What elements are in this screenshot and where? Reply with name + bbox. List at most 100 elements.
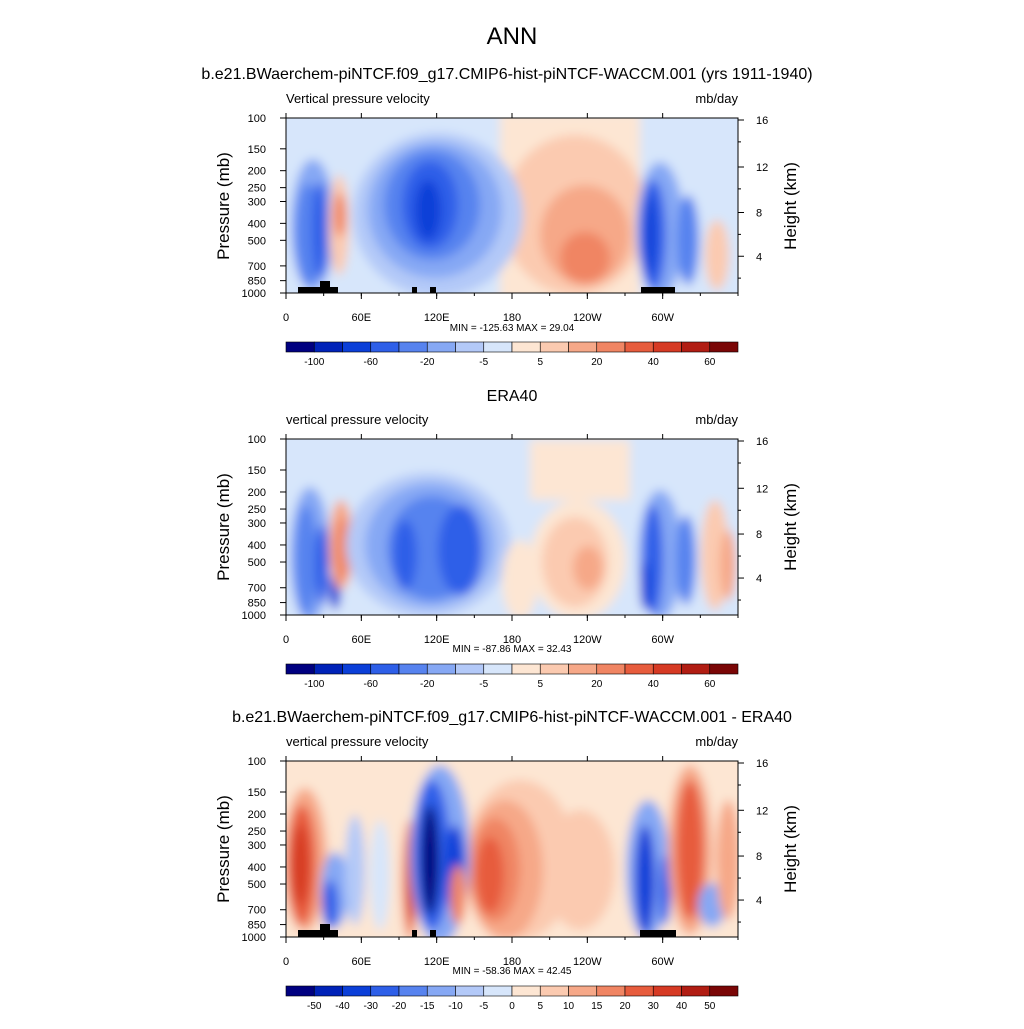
panel-model: b.e21.BWaerchem-piNTCF.f09_g17.CMIP6-his… — [201, 66, 812, 368]
colorbar-swatch — [652, 341, 682, 353]
y-tick-label: 1000 — [242, 610, 266, 622]
colorbar-swatch — [511, 341, 541, 353]
colorbar-swatch — [455, 663, 485, 675]
colorbar-swatch — [624, 663, 654, 675]
y-tick-label: 850 — [248, 598, 266, 610]
colorbar-swatch — [342, 341, 372, 353]
x-tick-label: 0 — [283, 634, 289, 646]
colorbar-swatch — [624, 985, 654, 997]
y-right-tick-label: 16 — [756, 115, 768, 127]
y-axis-height: 16 12 8 4 — [738, 436, 768, 601]
colorbar-swatch — [370, 663, 400, 675]
y-tick-label: 400 — [248, 540, 266, 552]
colorbar-swatch — [426, 663, 456, 675]
y-axis-right-label: Height (km) — [781, 162, 800, 250]
colorbar-label: -10 — [448, 1001, 463, 1012]
x-tick-label: 60E — [352, 634, 372, 646]
y-tick-label: 850 — [248, 276, 266, 288]
colorbar-swatch — [596, 985, 626, 997]
y-tick-label: 100 — [248, 113, 266, 125]
x-tick-label: 120W — [573, 312, 602, 324]
y-tick-label: 300 — [248, 518, 266, 530]
colorbar-swatch — [709, 341, 739, 353]
y-axis-label: Pressure (mb) — [214, 473, 233, 581]
colorbar-swatch — [285, 985, 315, 997]
colorbar: -100 -60 -20 -5 5 20 40 60 — [285, 341, 739, 368]
panel-era40: ERA40 vertical pressure velocity mb/day — [214, 388, 800, 690]
panel-left-label: Vertical pressure velocity — [286, 91, 430, 106]
y-tick-label: 150 — [248, 144, 266, 156]
y-axis-right-label: Height (km) — [781, 483, 800, 571]
x-tick-label: 60W — [651, 634, 674, 646]
y-tick-label: 250 — [248, 183, 266, 195]
x-tick-label: 120E — [424, 956, 450, 968]
colorbar-swatch — [370, 341, 400, 353]
colorbar-swatch — [398, 341, 428, 353]
figure-title: ANN — [487, 23, 538, 50]
y-tick-label: 200 — [248, 166, 266, 178]
panel-units-label: mb/day — [695, 91, 738, 106]
colorbar-label: -5 — [479, 1001, 488, 1012]
colorbar-swatch — [313, 663, 343, 675]
colorbar-swatch — [568, 663, 598, 675]
y-tick-label: 100 — [248, 756, 266, 768]
x-axis: 0 60E 120E 180 120W 60W — [283, 756, 739, 968]
colorbar-swatch — [539, 341, 569, 353]
colorbar: -100 -60 -20 -5 5 20 40 60 — [285, 663, 739, 690]
colorbar-swatch — [539, 985, 569, 997]
colorbar-swatch — [285, 341, 315, 353]
colorbar-swatch — [596, 341, 626, 353]
colorbar-label: -5 — [479, 357, 488, 368]
x-tick-label: 180 — [503, 312, 521, 324]
y-right-tick-label: 4 — [756, 895, 762, 907]
colorbar-swatch — [511, 663, 541, 675]
y-tick-label: 700 — [248, 905, 266, 917]
colorbar-swatch — [539, 663, 569, 675]
colorbar-swatch — [681, 341, 711, 353]
y-tick-label: 1000 — [242, 288, 266, 300]
y-axis-right-label: Height (km) — [781, 805, 800, 893]
y-tick-label: 400 — [248, 862, 266, 874]
y-axis-label: Pressure (mb) — [214, 152, 233, 260]
contour-field — [286, 761, 738, 937]
min-max-stats: MIN = -58.36 MAX = 42.45 — [453, 966, 572, 977]
y-tick-label: 250 — [248, 504, 266, 516]
colorbar-swatch — [342, 663, 372, 675]
colorbar-swatch — [398, 985, 428, 997]
y-tick-label: 850 — [248, 920, 266, 932]
colorbar-label: -5 — [479, 679, 488, 690]
colorbar-label: 40 — [648, 357, 660, 368]
colorbar-swatch — [624, 341, 654, 353]
colorbar-swatch — [455, 985, 485, 997]
y-tick-label: 200 — [248, 487, 266, 499]
y-tick-label: 150 — [248, 787, 266, 799]
y-tick-label: 500 — [248, 235, 266, 247]
panel-difference: b.e21.BWaerchem-piNTCF.f09_g17.CMIP6-his… — [214, 709, 800, 1012]
y-right-tick-label: 12 — [756, 162, 768, 174]
colorbar-swatch — [313, 985, 343, 997]
colorbar-label: -100 — [304, 679, 324, 690]
colorbar-label: 10 — [563, 1001, 575, 1012]
colorbar-label: 40 — [648, 679, 660, 690]
x-tick-label: 180 — [503, 634, 521, 646]
colorbar-swatch — [681, 663, 711, 675]
panel-units-label: mb/day — [695, 734, 738, 749]
colorbar-swatch — [455, 341, 485, 353]
y-axis-height: 16 12 8 4 — [738, 115, 768, 279]
x-axis: 0 60E 120E 180 120W 60W — [283, 434, 739, 646]
colorbar-swatch — [483, 663, 513, 675]
colorbar-swatch — [568, 341, 598, 353]
colorbar-swatch — [596, 663, 626, 675]
panel-left-label: vertical pressure velocity — [286, 412, 429, 427]
colorbar-swatch — [483, 985, 513, 997]
min-max-stats: MIN = -87.86 MAX = 32.43 — [453, 644, 572, 655]
y-tick-label: 400 — [248, 218, 266, 230]
y-tick-label: 300 — [248, 840, 266, 852]
colorbar: -50 -40 -30 -20 -15 -10 -5 0 5 10 15 20 30 40 50 — [285, 985, 739, 1012]
y-tick-label: 150 — [248, 465, 266, 477]
colorbar-label: 60 — [704, 679, 716, 690]
colorbar-swatch — [483, 341, 513, 353]
colorbar-swatch — [398, 663, 428, 675]
x-axis: 0 60E 120E 180 120W 60W — [283, 113, 739, 324]
